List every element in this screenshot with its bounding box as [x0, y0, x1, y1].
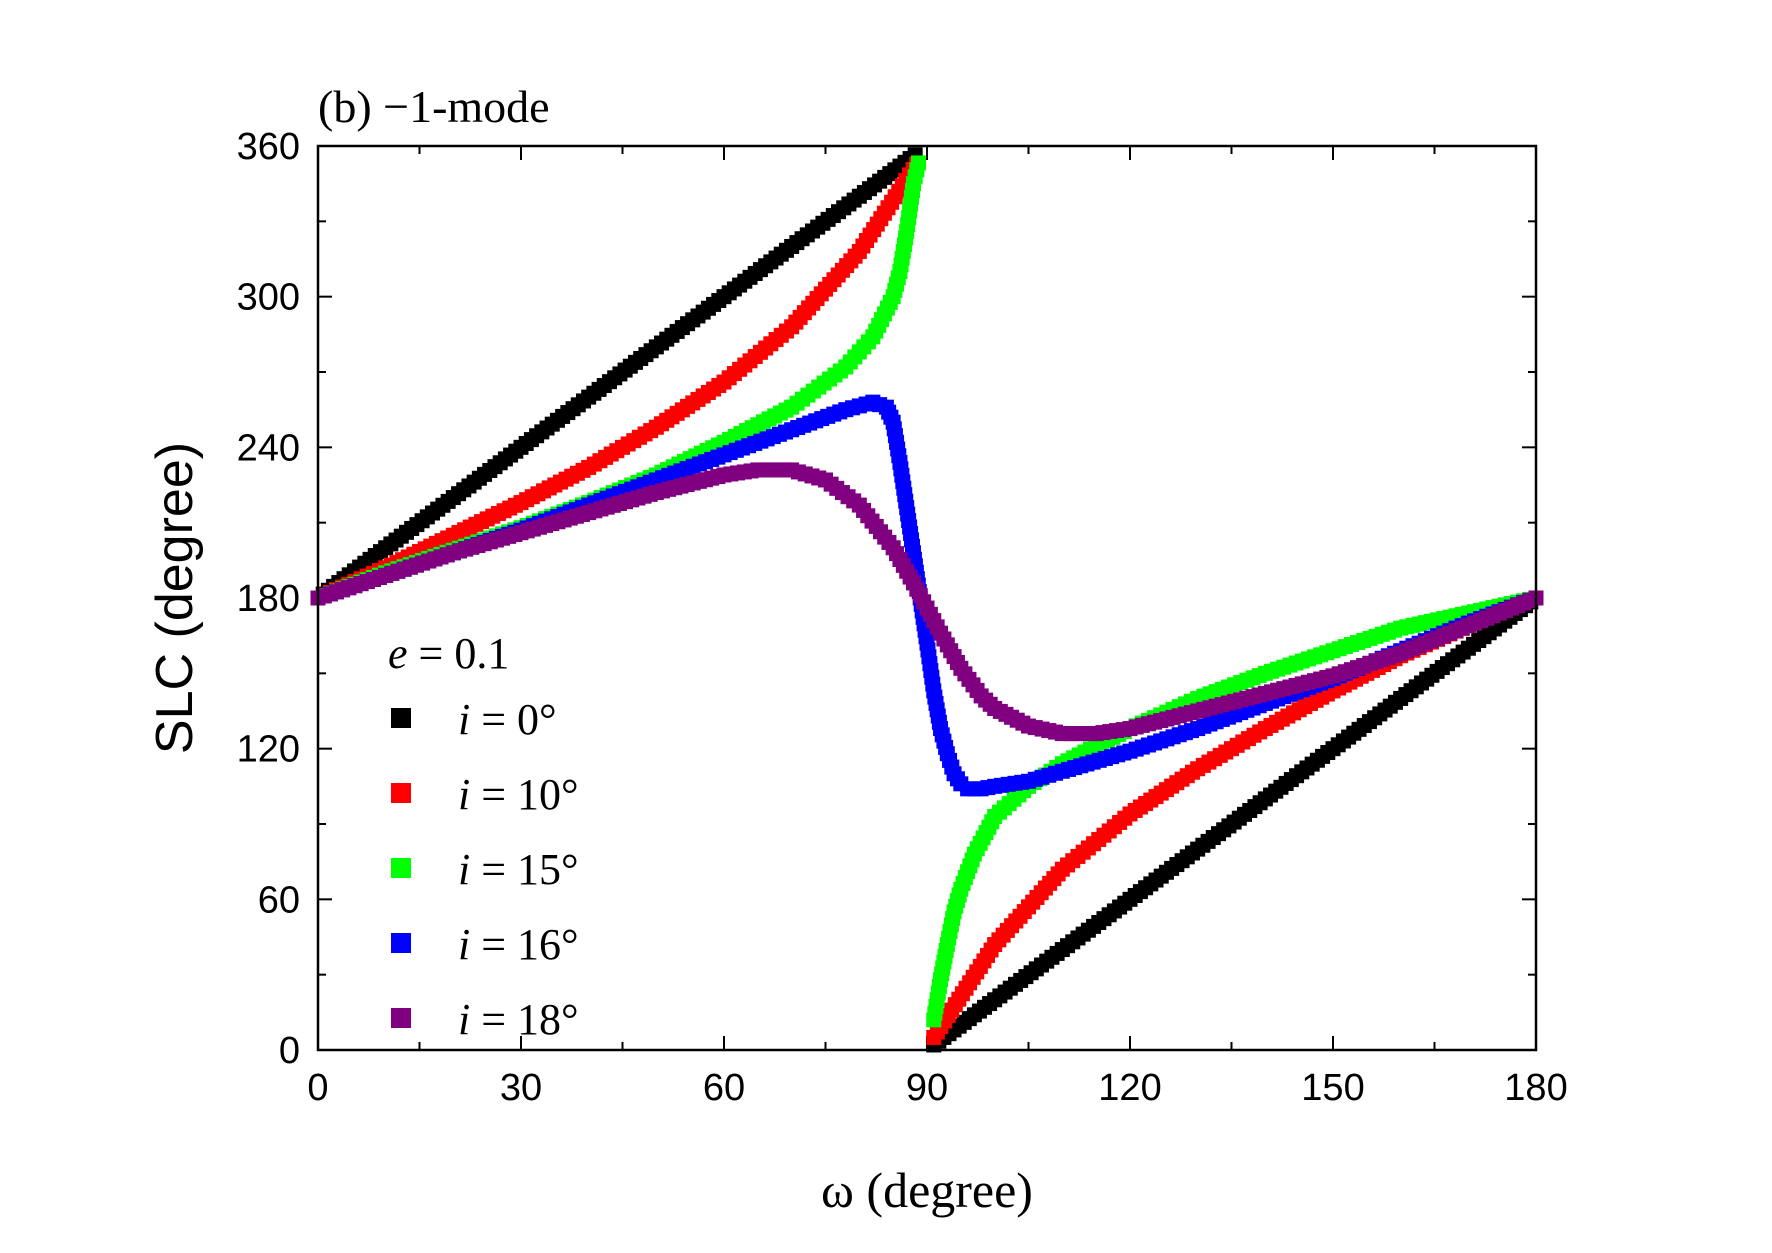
y-axis-label: SLC (degree) — [146, 442, 204, 754]
series-0 — [310, 147, 1544, 1053]
x-tick-label: 180 — [1504, 1067, 1567, 1109]
legend-entry-var: i — [458, 695, 470, 744]
legend-entry-value: = 16° — [470, 920, 578, 969]
y-tick-label: 120 — [237, 729, 300, 771]
x-tick-label: 150 — [1301, 1067, 1364, 1109]
y-tick-label: 0 — [279, 1030, 300, 1072]
x-tick-label: 30 — [500, 1067, 542, 1109]
legend-entry-var: i — [458, 845, 470, 894]
y-tick-label: 360 — [237, 126, 300, 168]
series-4 — [310, 462, 1544, 742]
data-series — [310, 147, 1544, 1053]
y-tick-label: 300 — [237, 277, 300, 319]
legend-entry-var: i — [458, 995, 470, 1044]
legend-entry-var: i — [458, 920, 470, 969]
legend-swatch — [391, 783, 411, 803]
legend-entry: i = 18° — [458, 995, 579, 1044]
legend-entry-value: = 18° — [470, 995, 578, 1044]
data-marker — [911, 155, 927, 171]
tick-labels: 0 30 60 90 120 150 180 0 60 120 180 240 300 360 — [237, 126, 1568, 1109]
plot-frame — [316, 144, 1538, 1052]
legend-swatch — [391, 1008, 411, 1028]
x-axis-label: ω (degree) — [821, 1162, 1033, 1218]
legend-entry-value: = 0° — [470, 695, 556, 744]
x-tick-label: 0 — [307, 1067, 328, 1109]
x-tick-label: 90 — [906, 1067, 948, 1109]
y-tick-label: 60 — [258, 879, 300, 921]
x-tick-label: 60 — [703, 1067, 745, 1109]
legend-entry: i = 10° — [458, 770, 579, 819]
chart-title: (b) −1-mode — [318, 81, 550, 132]
y-tick-label: 240 — [237, 427, 300, 469]
legend-header-var: e — [388, 629, 408, 678]
legend-header: e = 0.1 — [388, 629, 509, 678]
legend-header-value: = 0.1 — [408, 629, 510, 678]
legend-entry: i = 15° — [458, 845, 579, 894]
legend-swatch — [391, 933, 411, 953]
legend-entry-value: = 15° — [470, 845, 578, 894]
y-tick-label: 180 — [237, 578, 300, 620]
x-tick-label: 120 — [1098, 1067, 1161, 1109]
legend-entry: i = 16° — [458, 920, 579, 969]
legend-entry-var: i — [458, 770, 470, 819]
legend-swatch — [391, 708, 411, 728]
legend-entry-value: = 10° — [470, 770, 578, 819]
legend-swatch — [391, 858, 411, 878]
legend: e = 0.1i = 0°i = 10°i = 15°i = 16°i = 18… — [388, 629, 579, 1044]
legend-entry: i = 0° — [458, 695, 557, 744]
